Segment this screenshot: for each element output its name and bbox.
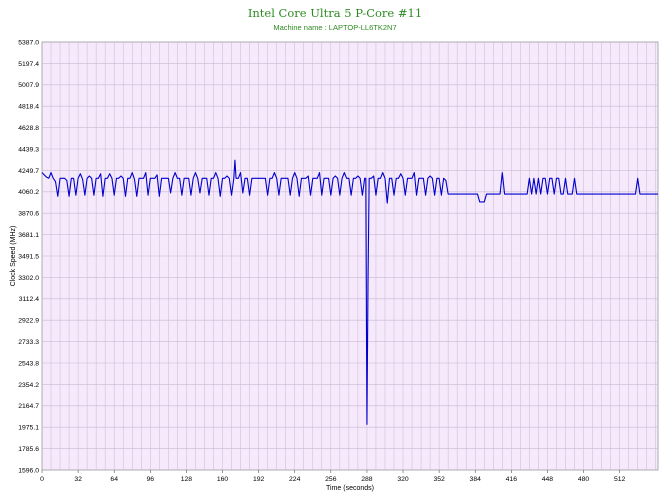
y-tick-label: 4249.7 [18,168,39,175]
y-tick-label: 5387.0 [18,39,39,46]
chart-title: Intel Core Ultra 5 P-Core #11 [248,6,422,20]
y-tick-label: 3681.1 [18,232,39,239]
y-axis-ticks: 5387.0 5197.4 5007.9 4818.4 4628.8 4439.3 4249… [18,39,39,474]
x-tick-label: 288 [361,476,373,483]
x-tick-label: 160 [217,476,229,483]
x-tick-label: 256 [325,476,337,483]
y-tick-label: 1785.6 [18,446,39,453]
y-tick-label: 2922.9 [18,318,39,325]
clock-speed-series-line [41,159,658,425]
y-axis-label: Clock Speed (MHz) [10,226,17,287]
y-tick-label: 2733.3 [18,339,39,346]
y-tick-label: 2164.7 [18,403,39,410]
y-tick-label: 3870.6 [18,211,39,218]
x-tick-label: 480 [578,476,590,483]
x-tick-label: 352 [433,476,445,483]
y-tick-label: 2543.8 [18,360,39,367]
y-tick-label: 1596.0 [18,467,39,474]
y-tick-label: 3491.5 [18,253,39,260]
y-tick-label: 2354.2 [18,382,39,389]
x-tick-label: 96 [147,476,155,483]
x-tick-label: 0 [40,476,44,483]
x-tick-label: 416 [506,476,518,483]
x-tick-label: 32 [74,476,82,483]
x-axis-label: Time (seconds) [326,485,374,492]
grid-lines [42,42,658,470]
x-tick-label: 512 [614,476,626,483]
y-tick-label: 5197.4 [18,61,39,68]
x-tick-label: 448 [542,476,554,483]
x-tick-label: 64 [110,476,118,483]
y-tick-label: 5007.9 [18,82,39,89]
x-tick-label: 128 [181,476,193,483]
x-tick-label: 320 [397,476,409,483]
y-tick-label: 3112.4 [19,296,40,303]
x-tick-label: 224 [289,476,301,483]
y-tick-label: 4628.8 [18,125,39,132]
y-tick-label: 1975.1 [18,425,39,432]
y-tick-label: 4818.4 [18,104,39,111]
x-tick-label: 384 [470,476,482,483]
y-tick-label: 3302.0 [18,275,39,282]
series-group [41,159,658,425]
chart-subtitle: Machine name : LAPTOP-LL6TK2N7 [273,23,396,32]
x-axis-ticks: 0 32 64 96 128 160 192 224 256 288 320 352 384 416 448… [40,470,626,483]
y-tick-label: 4060.2 [18,189,39,196]
y-tick-label: 4439.3 [18,146,39,153]
x-tick-label: 192 [253,476,265,483]
